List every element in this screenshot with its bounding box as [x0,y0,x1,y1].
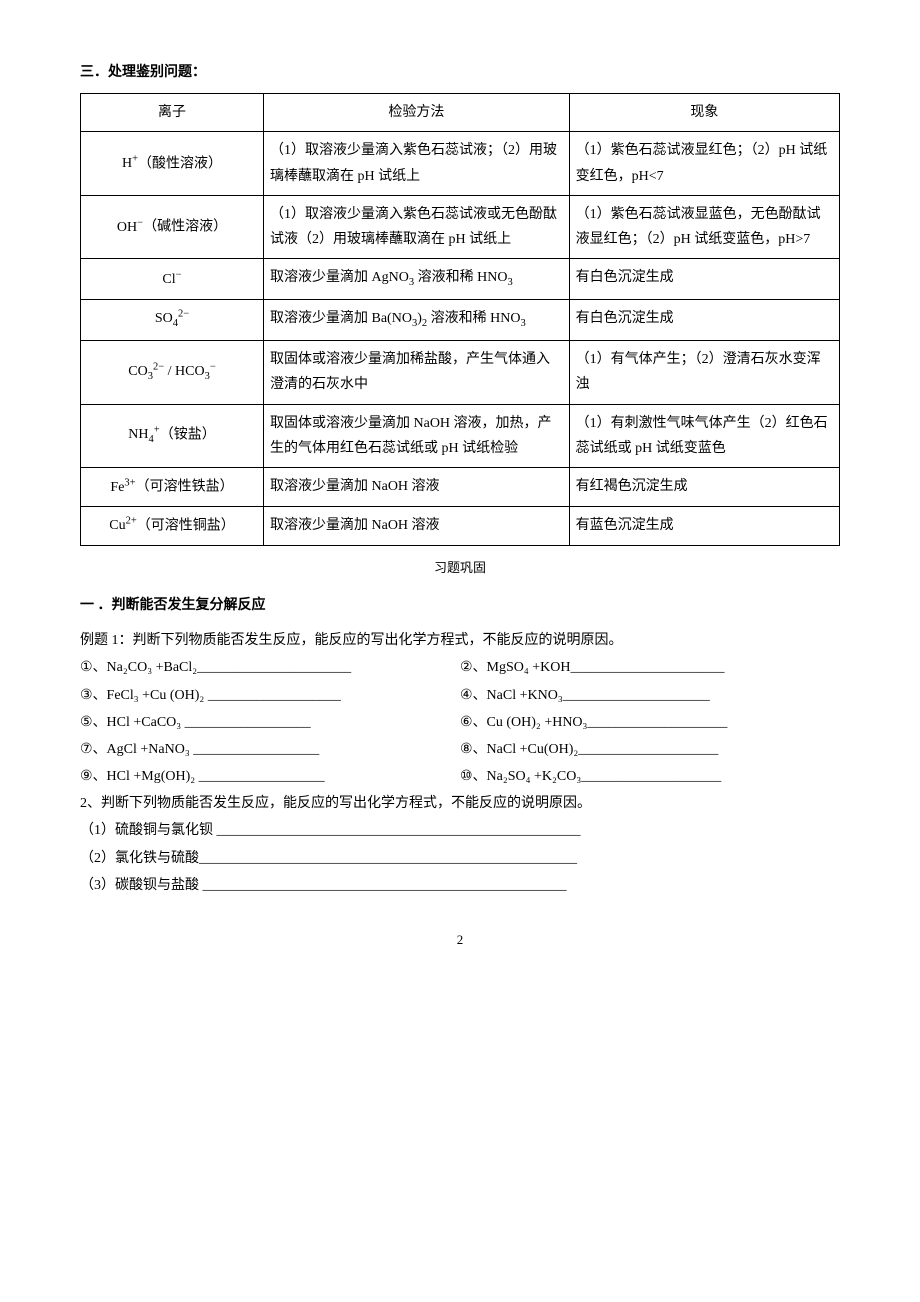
example1-right: ⑥、Cu (OH)₂ +HNO₃____________________ [460,710,840,735]
table-header-row: 离子 检验方法 现象 [81,94,840,132]
example1-row: ⑨、HCl +Mg(OH)₂ __________________⑩、Na₂SO… [80,764,840,789]
ion-test-table: 离子 检验方法 现象 H+（酸性溶液）（1）取溶液少量滴入紫色石蕊试液；（2）用… [80,93,840,545]
ion-cell: H+（酸性溶液） [81,132,264,195]
example1-list: ①、Na₂CO₃ +BaCl₂______________________②、M… [80,655,840,789]
ion-table-body: H+（酸性溶液）（1）取溶液少量滴入紫色石蕊试液；（2）用玻璃棒蘸取滴在 pH … [81,132,840,545]
table-row: SO42−取溶液少量滴加 Ba(NO3)2 溶液和稀 HNO3有白色沉淀生成 [81,299,840,340]
ion-cell: CO32− / HCO3− [81,341,264,404]
example1-right: ②、MgSO₄ +KOH______________________ [460,655,840,680]
phenomenon-cell: 有蓝色沉淀生成 [569,506,839,545]
phenomenon-cell: （1）紫色石蕊试液显红色；（2）pH 试纸变红色，pH<7 [569,132,839,195]
exercise-caption: 习题巩固 [80,556,840,579]
exercise2-list: （1）硫酸铜与氯化钡 _____________________________… [80,818,840,898]
example1-row: ⑤、HCl +CaCO₃ __________________⑥、Cu (OH)… [80,710,840,735]
th-method: 检验方法 [264,94,570,132]
phenomenon-cell: 有白色沉淀生成 [569,299,839,340]
example1-left: ⑦、AgCl +NaNO₃ __________________ [80,737,460,762]
method-cell: （1）取溶液少量滴入紫色石蕊试液；（2）用玻璃棒蘸取滴在 pH 试纸上 [264,132,570,195]
method-cell: 取固体或溶液少量滴加稀盐酸，产生气体通入澄清的石灰水中 [264,341,570,404]
exercise2-item: （1）硫酸铜与氯化钡 _____________________________… [80,818,840,843]
ion-cell: NH4+（铵盐） [81,404,264,467]
table-row: OH−（碱性溶液）（1）取溶液少量滴入紫色石蕊试液或无色酚酞试液（2）用玻璃棒蘸… [81,195,840,258]
exercise2-item: （3）碳酸钡与盐酸 ______________________________… [80,873,840,898]
method-cell: 取溶液少量滴加 NaOH 溶液 [264,506,570,545]
example1-left: ⑨、HCl +Mg(OH)₂ __________________ [80,764,460,789]
method-cell: 取固体或溶液少量滴加 NaOH 溶液，加热，产生的气体用红色石蕊试纸或 pH 试… [264,404,570,467]
table-row: NH4+（铵盐）取固体或溶液少量滴加 NaOH 溶液，加热，产生的气体用红色石蕊… [81,404,840,467]
ion-cell: SO42− [81,299,264,340]
phenomenon-cell: （1）有气体产生；（2）澄清石灰水变浑浊 [569,341,839,404]
method-cell: 取溶液少量滴加 Ba(NO3)2 溶液和稀 HNO3 [264,299,570,340]
method-cell: （1）取溶液少量滴入紫色石蕊试液或无色酚酞试液（2）用玻璃棒蘸取滴在 pH 试纸… [264,195,570,258]
example1-right: ⑧、NaCl +Cu(OH)₂____________________ [460,737,840,762]
th-phenomenon: 现象 [569,94,839,132]
th-ion: 离子 [81,94,264,132]
exercise2-intro: 2、判断下列物质能否发生反应，能反应的写出化学方程式，不能反应的说明原因。 [80,791,840,816]
phenomenon-cell: 有白色沉淀生成 [569,259,839,300]
example1-row: ⑦、AgCl +NaNO₃ __________________⑧、NaCl +… [80,737,840,762]
table-row: Fe3+（可溶性铁盐）取溶液少量滴加 NaOH 溶液有红褐色沉淀生成 [81,467,840,506]
ion-cell: Fe3+（可溶性铁盐） [81,467,264,506]
ion-cell: Cl− [81,259,264,300]
example1-left: ⑤、HCl +CaCO₃ __________________ [80,710,460,735]
table-row: Cl−取溶液少量滴加 AgNO3 溶液和稀 HNO3有白色沉淀生成 [81,259,840,300]
exercise2-item: （2）氯化铁与硫酸_______________________________… [80,846,840,871]
table-row: CO32− / HCO3−取固体或溶液少量滴加稀盐酸，产生气体通入澄清的石灰水中… [81,341,840,404]
phenomenon-cell: 有红褐色沉淀生成 [569,467,839,506]
example1-left: ③、FeCl₃ +Cu (OH)₂ ___________________ [80,683,460,708]
example1-row: ①、Na₂CO₃ +BaCl₂______________________②、M… [80,655,840,680]
part-1-heading: 一 ．判断能否发生复分解反应 [80,593,840,618]
example1-row: ③、FeCl₃ +Cu (OH)₂ ___________________④、N… [80,683,840,708]
example1-right: ⑩、Na₂SO₄ +K₂CO₃____________________ [460,764,840,789]
section-3-title: 三．处理鉴别问题： [80,60,840,85]
example1-left: ①、Na₂CO₃ +BaCl₂______________________ [80,655,460,680]
ion-cell: OH−（碱性溶液） [81,195,264,258]
table-row: Cu2+（可溶性铜盐）取溶液少量滴加 NaOH 溶液有蓝色沉淀生成 [81,506,840,545]
page-number: 2 [80,928,840,951]
method-cell: 取溶液少量滴加 NaOH 溶液 [264,467,570,506]
example1-intro: 例题 1：判断下列物质能否发生反应，能反应的写出化学方程式，不能反应的说明原因。 [80,628,840,653]
phenomenon-cell: （1）有刺激性气味气体产生（2）红色石蕊试纸或 pH 试纸变蓝色 [569,404,839,467]
method-cell: 取溶液少量滴加 AgNO3 溶液和稀 HNO3 [264,259,570,300]
table-row: H+（酸性溶液）（1）取溶液少量滴入紫色石蕊试液；（2）用玻璃棒蘸取滴在 pH … [81,132,840,195]
ion-cell: Cu2+（可溶性铜盐） [81,506,264,545]
phenomenon-cell: （1）紫色石蕊试液显蓝色，无色酚酞试液显红色；（2）pH 试纸变蓝色，pH>7 [569,195,839,258]
example1-right: ④、NaCl +KNO₃_____________________ [460,683,840,708]
